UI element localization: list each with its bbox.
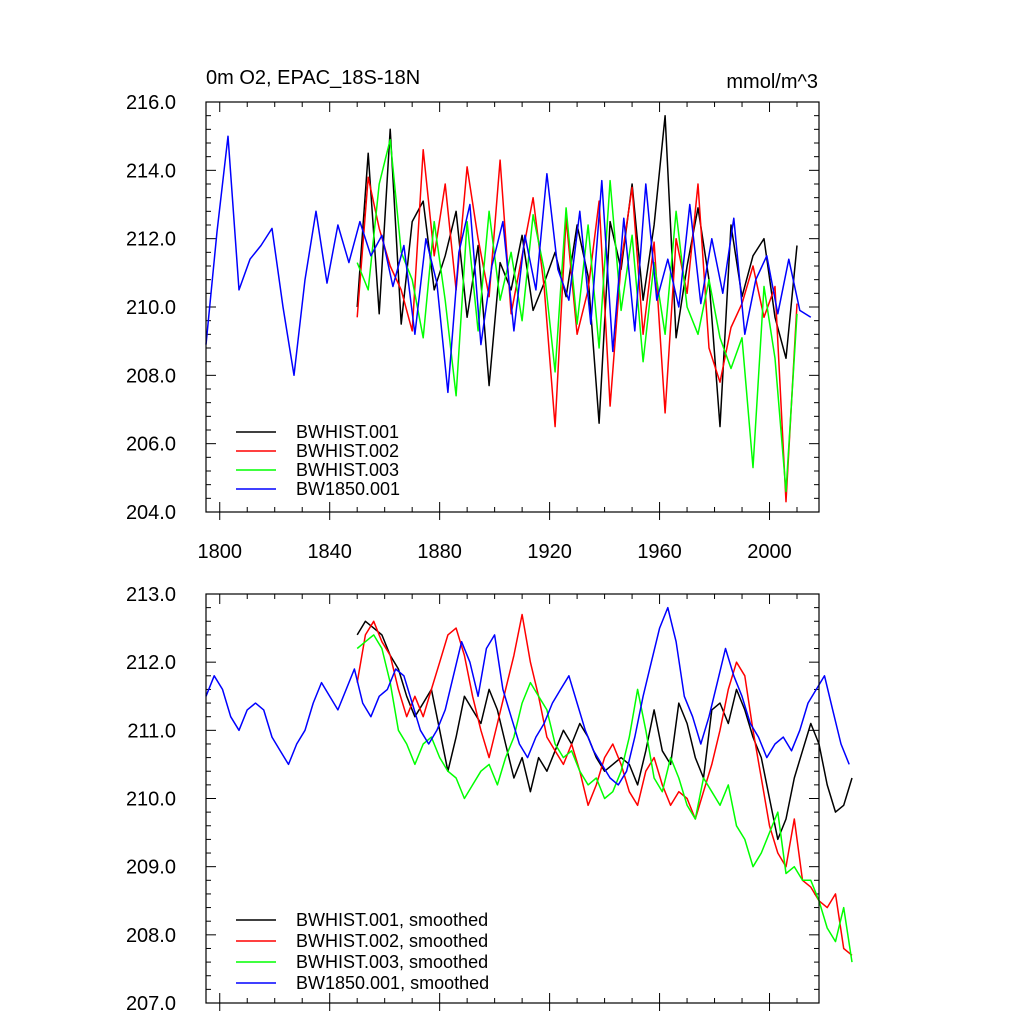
- legend-label: BWHIST.001, smoothed: [296, 910, 488, 930]
- y-tick-label: 212.0: [126, 229, 176, 251]
- top-panel-axes-ticks: 204.0 206.0 208.0 210.0 212.0 214.0 216.0 1800 1…: [126, 92, 819, 563]
- series-line-bwhist-001-smoothed: [356, 620, 853, 841]
- x-tick-label: 1800: [197, 541, 242, 563]
- y-tick-label: 208.0: [126, 365, 176, 387]
- top-panel-frame: [205, 101, 820, 513]
- x-tick-label: 1920: [527, 541, 572, 563]
- y-tick-label: 213.0: [126, 584, 176, 606]
- legend-label: BWHIST.002, smoothed: [296, 931, 488, 951]
- top-panel-units-label: mmol/m^3: [726, 71, 818, 93]
- legend-label: BW1850.001, smoothed: [296, 973, 489, 993]
- series-line-bwhist-003-smoothed: [356, 634, 853, 963]
- series-line-bwhist-002-smoothed: [356, 613, 853, 956]
- bottom-panel-axes-ticks: 207.0 208.0 209.0 210.0 211.0 212.0 213.0: [126, 584, 819, 1015]
- y-tick-label: 216.0: [126, 92, 176, 114]
- series-line-bwhist-002: [356, 149, 798, 503]
- y-tick-label: 214.0: [126, 160, 176, 182]
- series-line-bw1850-001: [205, 135, 812, 394]
- x-tick-label: 1840: [307, 541, 352, 563]
- top-panel-series-lines: [205, 114, 812, 503]
- y-tick-label: 208.0: [126, 925, 176, 947]
- x-tick-label: 2000: [747, 541, 792, 563]
- x-tick-label: 1960: [637, 541, 682, 563]
- y-tick-label: 206.0: [126, 434, 176, 456]
- y-tick-label: 211.0: [127, 720, 176, 742]
- top-panel-title: 0m O2, EPAC_18S-18N: [206, 67, 420, 89]
- top-panel: 0m O2, EPAC_18S-18N mmol/m^3 204.0206.02…: [126, 67, 820, 563]
- y-tick-label: 210.0: [126, 297, 176, 319]
- legend-label: BWHIST.003: [296, 460, 399, 480]
- legend-label: BWHIST.003, smoothed: [296, 952, 488, 972]
- y-tick-label: 207.0: [126, 993, 176, 1015]
- y-tick-label: 210.0: [126, 789, 176, 811]
- series-line-bw1850-001-smoothed: [205, 606, 850, 786]
- bottom-panel-series-lines: [205, 606, 853, 963]
- bottom-panel: 207.0 208.0 209.0 210.0 211.0 212.0 213.0 BWHI…: [126, 584, 853, 1015]
- bottom-panel-frame: [205, 593, 820, 1004]
- y-tick-label: 209.0: [126, 857, 176, 879]
- legend-label: BWHIST.002: [296, 441, 399, 461]
- legend-label: BW1850.001: [296, 479, 400, 499]
- legend-label: BWHIST.001: [296, 422, 399, 442]
- x-tick-label: 1880: [417, 541, 462, 563]
- y-tick-label: 212.0: [126, 652, 176, 674]
- y-tick-label: 204.0: [126, 502, 176, 524]
- series-line-bwhist-003: [356, 138, 798, 493]
